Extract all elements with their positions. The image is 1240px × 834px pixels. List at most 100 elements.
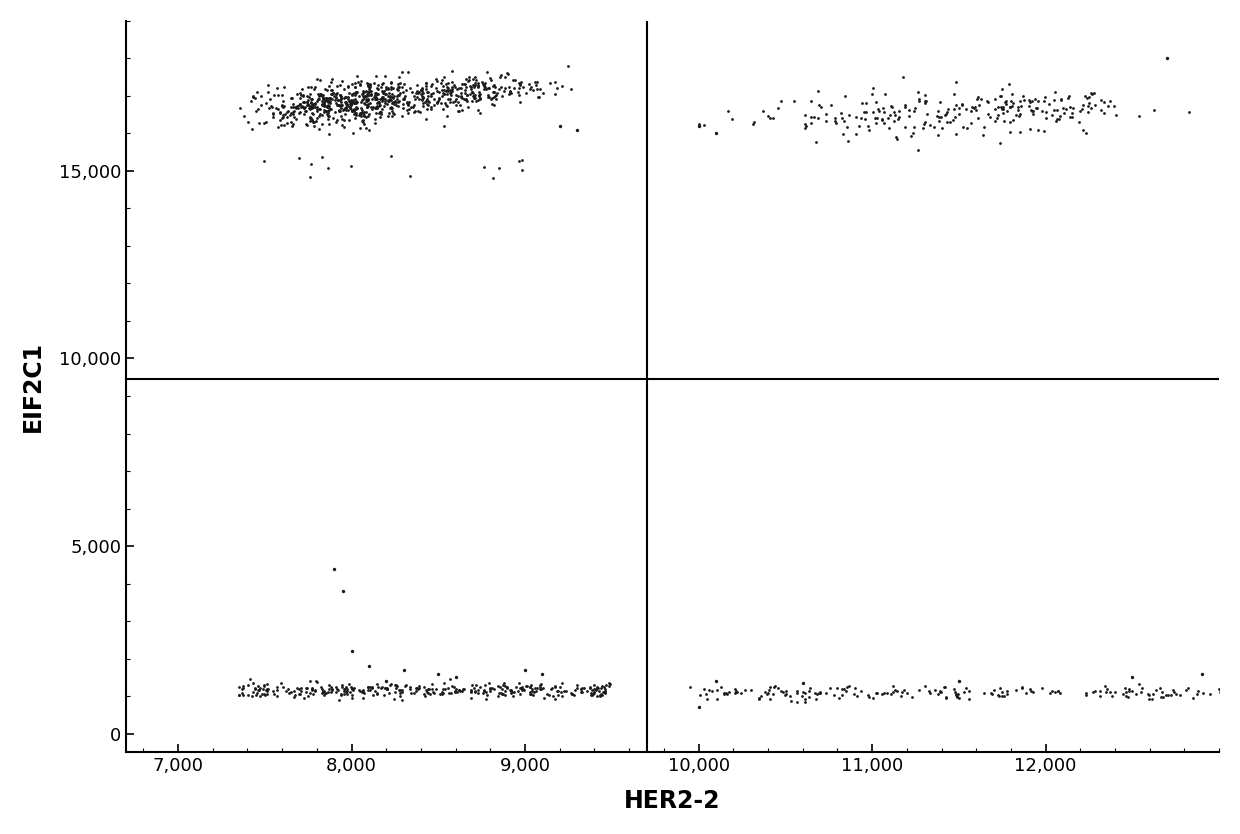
Point — [1078, 106, 1097, 119]
Point — [1009, 110, 1029, 123]
Point — [388, 83, 408, 96]
Point — [409, 105, 429, 118]
Point — [392, 683, 412, 696]
Point — [346, 108, 366, 121]
Point — [1102, 690, 1122, 703]
Point — [1177, 683, 1197, 696]
Point — [582, 686, 601, 700]
Point — [371, 98, 391, 112]
Point — [326, 686, 346, 699]
Point — [348, 108, 368, 122]
Point — [440, 95, 460, 108]
Point — [343, 103, 363, 117]
Point — [388, 99, 408, 113]
Point — [810, 686, 830, 700]
Point — [458, 101, 477, 114]
Point — [412, 85, 432, 98]
Point — [331, 90, 351, 103]
Point — [325, 106, 345, 119]
Point — [295, 104, 315, 118]
Point — [285, 112, 305, 125]
Point — [928, 128, 947, 142]
Point — [525, 686, 544, 699]
Point — [511, 75, 531, 88]
Point — [993, 100, 1013, 113]
Point — [505, 685, 525, 698]
Point — [967, 90, 987, 103]
Point — [346, 87, 366, 100]
Point — [433, 686, 453, 700]
Point — [482, 681, 502, 695]
Point — [494, 679, 513, 692]
Point — [448, 89, 467, 103]
Point — [360, 97, 379, 110]
Point — [321, 88, 341, 101]
Point — [529, 681, 549, 694]
Point — [335, 91, 355, 104]
Point — [358, 107, 378, 120]
Point — [342, 95, 362, 108]
Point — [580, 680, 600, 693]
Point — [711, 681, 730, 694]
Point — [312, 686, 332, 700]
Point — [377, 87, 397, 100]
Point — [1138, 687, 1158, 701]
Point — [1050, 686, 1070, 700]
Point — [387, 678, 407, 691]
Point — [1073, 103, 1092, 116]
Point — [694, 118, 714, 132]
Point — [823, 688, 843, 701]
Point — [353, 93, 373, 106]
Point — [391, 686, 410, 700]
Point — [418, 98, 438, 112]
Point — [937, 102, 957, 115]
Point — [298, 97, 317, 110]
Point — [247, 104, 267, 118]
Point — [314, 98, 334, 111]
Point — [305, 83, 325, 96]
Point — [388, 78, 408, 91]
Point — [301, 682, 321, 696]
Point — [290, 106, 310, 119]
Point — [930, 685, 950, 698]
Point — [331, 687, 351, 701]
Point — [522, 80, 542, 93]
Point — [885, 131, 905, 144]
Point — [1085, 87, 1105, 100]
Point — [422, 79, 441, 93]
Point — [490, 70, 510, 83]
Point — [321, 685, 341, 698]
Point — [272, 111, 291, 124]
Point — [326, 91, 346, 104]
Point — [427, 682, 446, 696]
Point — [377, 682, 397, 696]
Point — [414, 687, 434, 701]
Point — [397, 96, 417, 109]
Point — [946, 688, 966, 701]
Point — [806, 692, 826, 706]
Point — [339, 103, 358, 117]
Point — [429, 92, 449, 105]
Point — [345, 80, 365, 93]
Point — [470, 681, 490, 694]
Point — [872, 113, 892, 126]
Point — [417, 97, 436, 110]
Point — [568, 678, 588, 691]
Point — [875, 88, 895, 101]
Point — [296, 98, 316, 112]
Point — [961, 117, 981, 130]
Point — [479, 90, 498, 103]
Point — [382, 102, 402, 115]
Point — [382, 91, 402, 104]
Point — [284, 106, 304, 119]
Point — [820, 681, 839, 695]
Point — [858, 119, 878, 133]
Point — [1106, 108, 1126, 122]
Point — [952, 98, 972, 111]
Point — [420, 87, 440, 100]
Point — [372, 108, 392, 121]
Point — [331, 89, 351, 103]
Point — [458, 74, 477, 88]
Point — [1024, 92, 1044, 105]
Point — [326, 96, 346, 109]
